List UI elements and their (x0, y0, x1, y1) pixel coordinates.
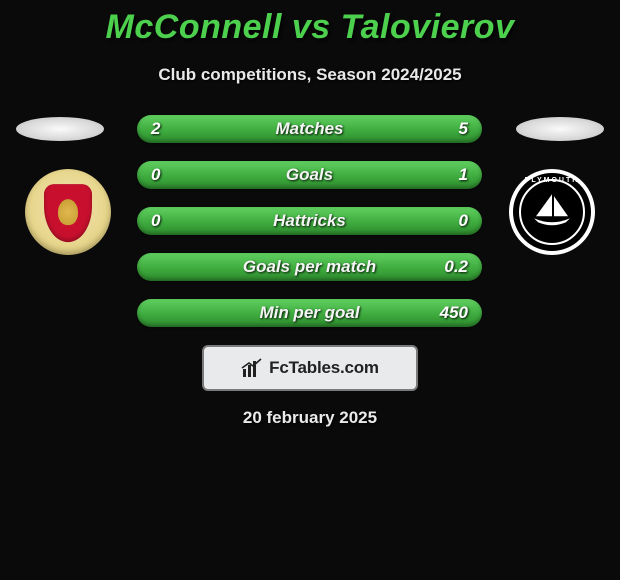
stat-value-right: 0.2 (444, 253, 468, 281)
stat-label: Hattricks (137, 207, 482, 235)
subtitle: Club competitions, Season 2024/2025 (0, 65, 620, 85)
stat-value-right: 1 (459, 161, 468, 189)
plymouth-ring-text: PLYMOUTH (513, 177, 591, 184)
stat-bar: Min per goal450 (137, 299, 482, 327)
player-head-right (516, 117, 604, 141)
brand-text: FcTables.com (269, 358, 379, 378)
plymouth-crest-icon: PLYMOUTH (509, 169, 595, 255)
stat-bar: 0Goals1 (137, 161, 482, 189)
liverpool-crest-icon (25, 169, 111, 255)
stat-label: Goals per match (137, 253, 482, 281)
player-head-left (16, 117, 104, 141)
stat-bar: 2Matches5 (137, 115, 482, 143)
stat-bar: Goals per match0.2 (137, 253, 482, 281)
stat-label: Min per goal (137, 299, 482, 327)
stat-value-right: 0 (459, 207, 468, 235)
stat-bars: 2Matches50Goals10Hattricks0Goals per mat… (137, 115, 482, 345)
bar-chart-icon (241, 357, 263, 379)
stat-label: Goals (137, 161, 482, 189)
club-crest-left (18, 169, 118, 255)
club-crest-right: PLYMOUTH (502, 169, 602, 255)
stat-value-right: 450 (440, 299, 468, 327)
stat-label: Matches (137, 115, 482, 143)
stat-value-right: 5 (459, 115, 468, 143)
brand-watermark: FcTables.com (202, 345, 418, 391)
date-text: 20 february 2025 (0, 408, 620, 428)
sailboat-icon (530, 192, 574, 228)
stat-bar: 0Hattricks0 (137, 207, 482, 235)
page-title: McConnell vs Talovierov (0, 0, 620, 47)
